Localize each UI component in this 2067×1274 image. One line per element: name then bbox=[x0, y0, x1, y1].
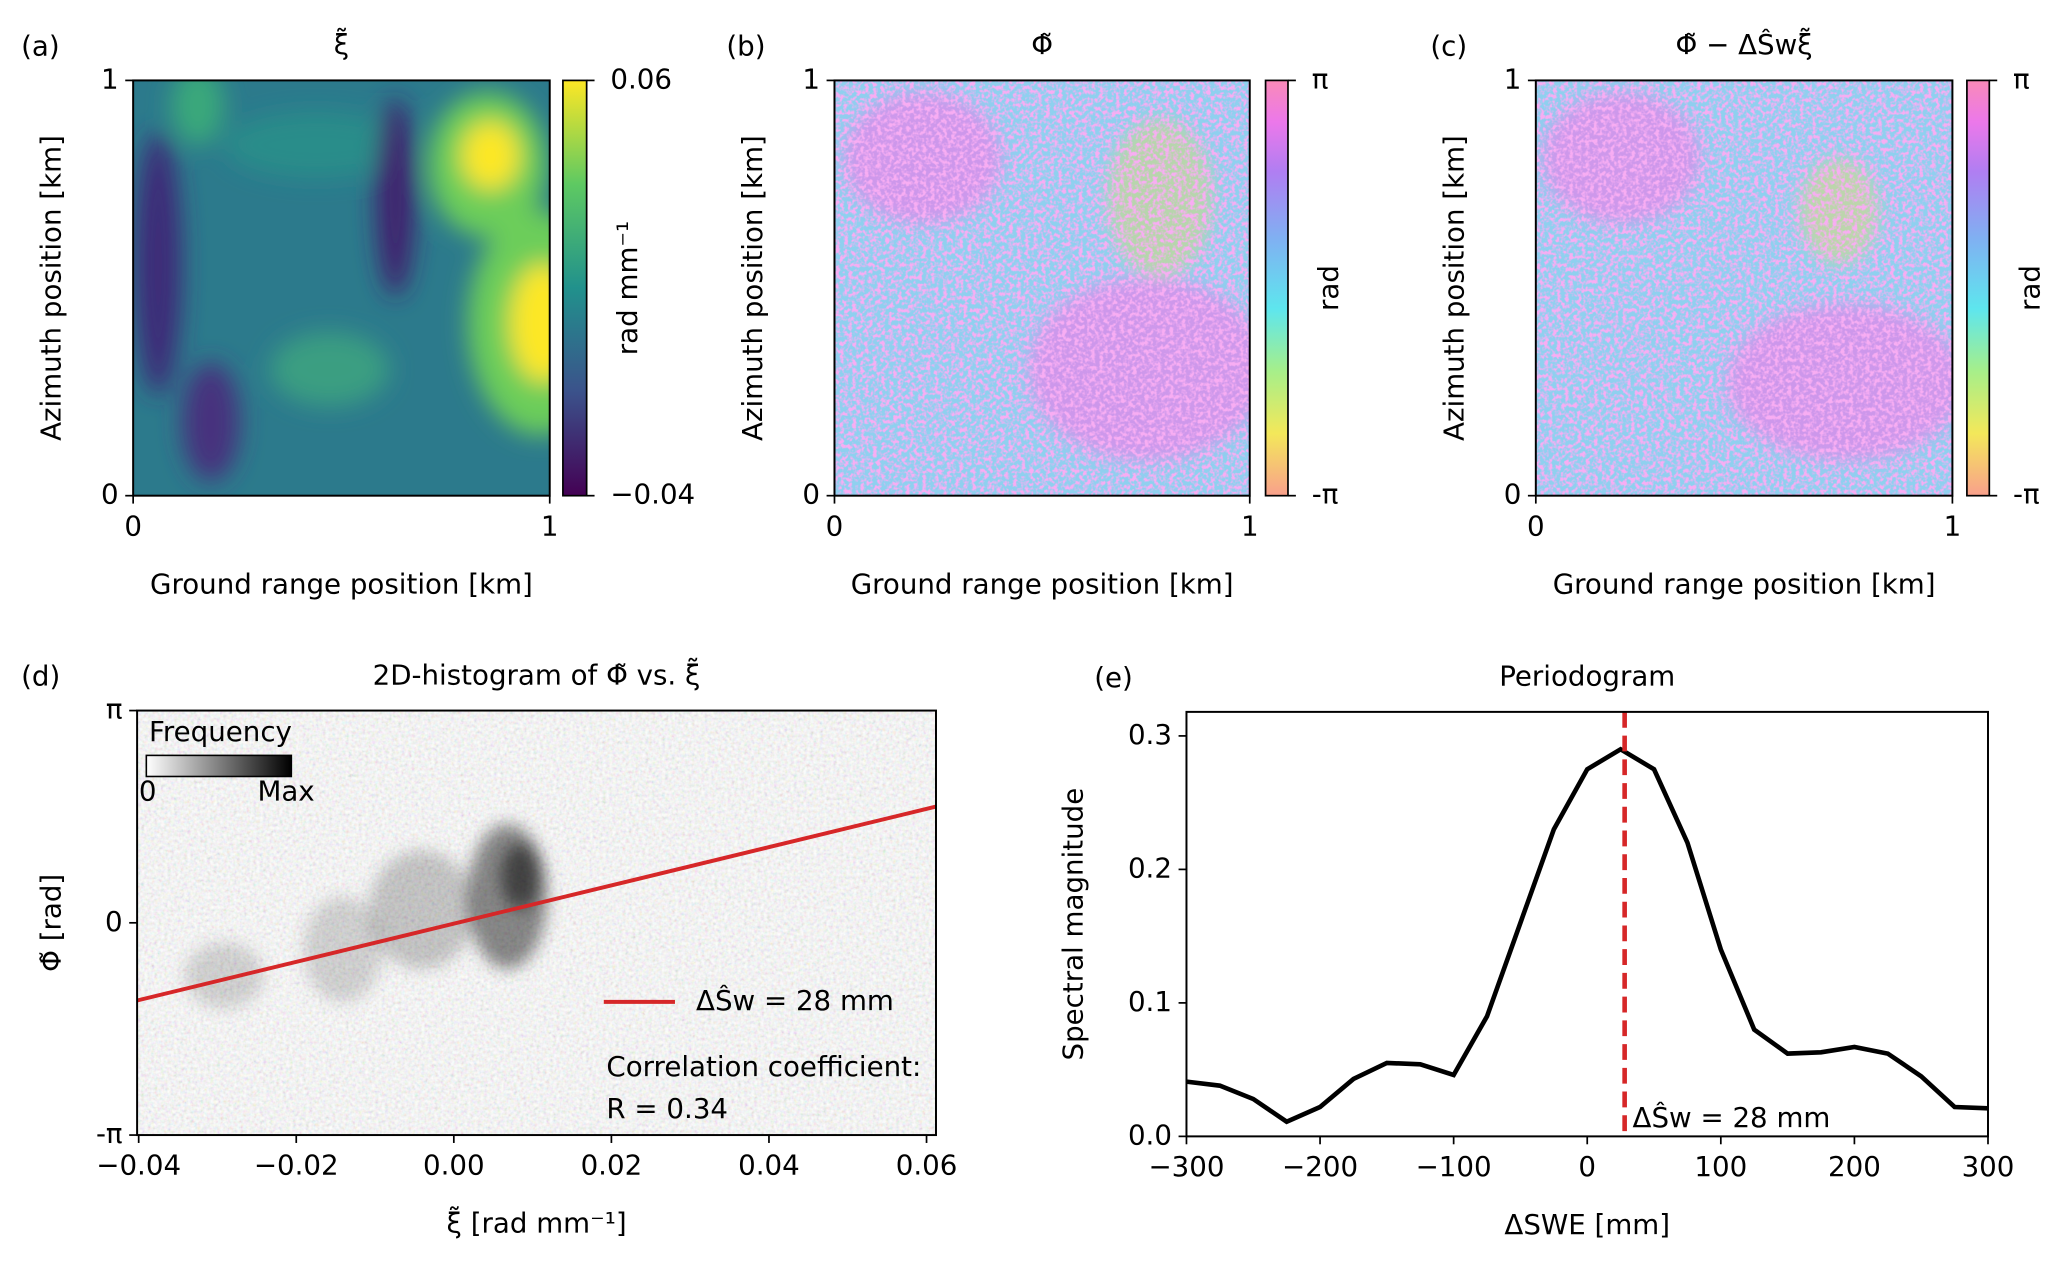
y-axis-label: Φ̃ [rad] bbox=[35, 874, 68, 972]
colorbar-tick-label: π bbox=[1312, 62, 1329, 95]
x-tick-label: 0.02 bbox=[581, 1149, 643, 1182]
y-tick-label: 0 bbox=[101, 478, 119, 511]
axes-frame bbox=[1185, 710, 1989, 1138]
y-tick-label: 1 bbox=[1504, 62, 1522, 95]
x-axis-label: ΔSWE [mm] bbox=[1504, 1208, 1670, 1241]
chart-title: Φ̃ bbox=[1031, 28, 1053, 61]
colorbar bbox=[1966, 79, 1991, 497]
x-tick-label: 0 bbox=[826, 509, 844, 542]
colorbar-label: rad bbox=[2014, 265, 2047, 311]
axes-frame bbox=[136, 709, 937, 1137]
x-tick-label: 0.00 bbox=[423, 1149, 485, 1182]
annotation: R = 0.34 bbox=[606, 1092, 728, 1125]
x-tick-label: −0.04 bbox=[96, 1149, 181, 1182]
x-tick-label: 300 bbox=[1962, 1150, 2015, 1183]
colorbar-tick-label: 0.06 bbox=[610, 62, 672, 95]
chart-title: ξ̃ bbox=[334, 27, 349, 61]
chart-title: Φ̃ − ΔŜwξ̃ bbox=[1676, 27, 1813, 61]
y-tick-label: 0.3 bbox=[1128, 718, 1172, 751]
y-tick-label: 0.2 bbox=[1128, 851, 1172, 884]
x-tick-label: 1 bbox=[541, 509, 559, 542]
x-tick-label: 100 bbox=[1694, 1150, 1747, 1183]
chart-title: 2D-histogram of Φ̃ vs. ξ̃ bbox=[373, 657, 701, 691]
colorbar bbox=[1264, 79, 1289, 497]
y-tick-label: 0 bbox=[105, 905, 123, 938]
chart-title: Periodogram bbox=[1499, 660, 1675, 693]
x-tick-label: 0 bbox=[124, 509, 142, 542]
fit-line bbox=[136, 804, 937, 1003]
line bbox=[1186, 746, 1989, 1125]
x-tick-label: 1 bbox=[1944, 509, 1962, 542]
colorbar-label: rad mm⁻¹ bbox=[611, 221, 644, 355]
x-tick-label: 0.06 bbox=[896, 1149, 958, 1182]
colorbar-tick-label: −0.04 bbox=[610, 478, 695, 511]
inset-colorbar bbox=[145, 754, 293, 778]
inset-colorbar-min: 0 bbox=[139, 774, 157, 807]
colorbar-tick-label: -π bbox=[1312, 478, 1339, 511]
inset-colorbar-max: Max bbox=[257, 774, 314, 807]
x-tick-label: −200 bbox=[1282, 1150, 1358, 1183]
x-tick-label: −100 bbox=[1416, 1150, 1492, 1183]
panel-label: (c) bbox=[1430, 29, 1467, 62]
inset-colorbar-label: Frequency bbox=[149, 715, 292, 748]
heatmap-image bbox=[1535, 80, 1953, 496]
axes-frame bbox=[132, 79, 551, 497]
y-tick-label: 0 bbox=[802, 478, 820, 511]
y-axis-label: Azimuth position [km] bbox=[1437, 135, 1470, 441]
annotation: Correlation coefficient: bbox=[606, 1050, 921, 1083]
x-tick-label: −300 bbox=[1148, 1150, 1224, 1183]
y-tick-label: 1 bbox=[802, 62, 820, 95]
y-tick-label: -π bbox=[96, 1117, 123, 1150]
x-tick-label: 0 bbox=[1527, 509, 1545, 542]
x-axis-label: ξ̃ [rad mm⁻¹] bbox=[446, 1206, 626, 1240]
heatmap-image bbox=[834, 80, 1250, 496]
colorbar bbox=[562, 79, 588, 497]
axes-frame bbox=[1534, 79, 1954, 497]
y-tick-label: 0.1 bbox=[1128, 985, 1172, 1018]
x-axis-label: Ground range position [km] bbox=[1553, 567, 1936, 600]
panel-label: (d) bbox=[21, 660, 60, 693]
y-axis-label: Azimuth position [km] bbox=[35, 135, 68, 441]
panel-label: (b) bbox=[726, 29, 765, 62]
y-tick-label: 0.0 bbox=[1128, 1118, 1172, 1151]
reference-label: ΔŜw = 28 mm bbox=[1633, 1100, 1831, 1134]
axes-frame bbox=[833, 79, 1251, 497]
panel-label: (a) bbox=[21, 29, 60, 62]
x-tick-label: −0.02 bbox=[254, 1149, 339, 1182]
colorbar-label: rad bbox=[1312, 265, 1345, 311]
x-axis-label: Ground range position [km] bbox=[851, 567, 1234, 600]
y-axis-label: Azimuth position [km] bbox=[736, 135, 769, 441]
x-tick-label: 1 bbox=[1241, 509, 1259, 542]
colorbar-tick-label: -π bbox=[2013, 478, 2040, 511]
x-tick-label: 0.04 bbox=[738, 1149, 800, 1182]
x-axis-label: Ground range position [km] bbox=[150, 567, 533, 600]
colorbar-tick-label: π bbox=[2013, 62, 2030, 95]
y-tick-label: 0 bbox=[1504, 478, 1522, 511]
heatmap-image bbox=[133, 80, 550, 496]
y-axis-label: Spectral magnitude bbox=[1056, 788, 1089, 1061]
y-tick-label: π bbox=[106, 693, 123, 726]
panel-label: (e) bbox=[1094, 661, 1133, 694]
legend-label: ΔŜw = 28 mm bbox=[696, 983, 894, 1017]
x-tick-label: 0 bbox=[1578, 1150, 1596, 1183]
x-tick-label: 200 bbox=[1828, 1150, 1881, 1183]
y-tick-label: 1 bbox=[101, 62, 119, 95]
